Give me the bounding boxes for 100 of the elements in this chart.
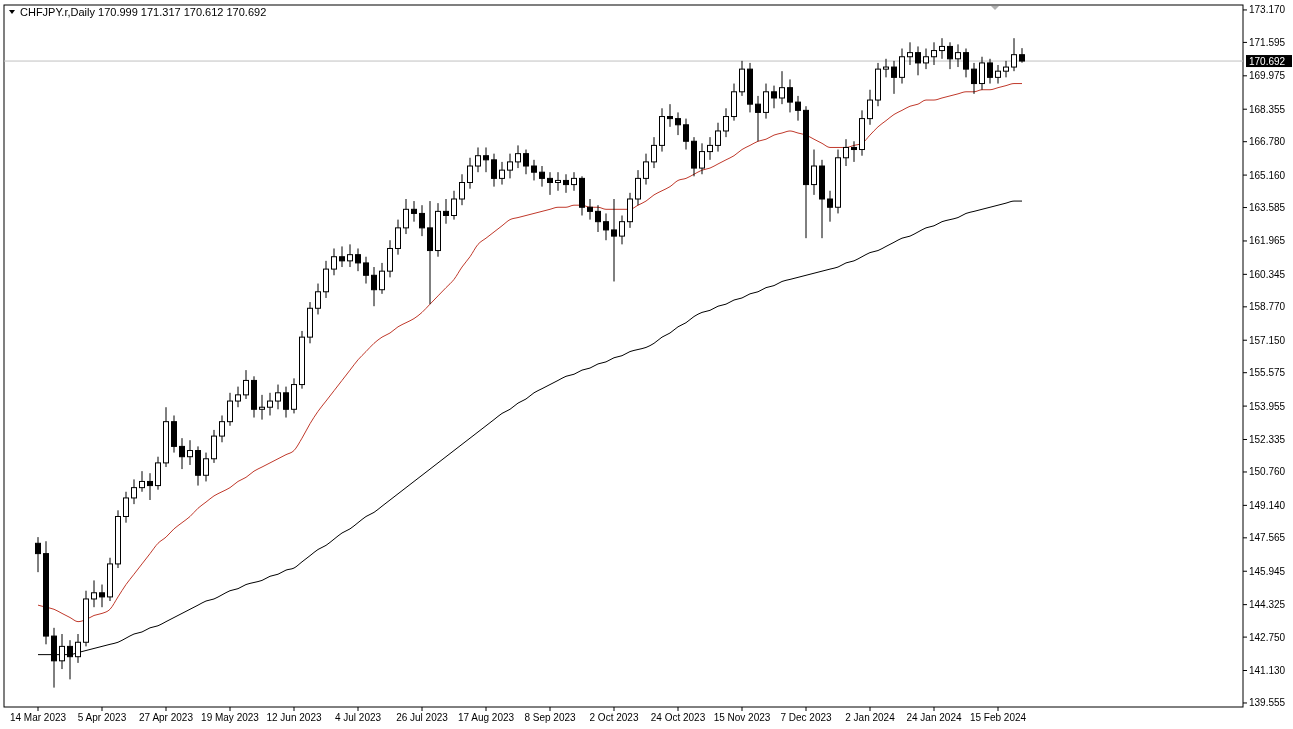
- candlestick: [323, 260, 329, 299]
- x-tick-label: 8 Sep 2023: [524, 712, 577, 723]
- y-tick-label: 153.955: [1249, 400, 1286, 412]
- candlestick: [899, 48, 905, 85]
- candlestick: [571, 171, 577, 192]
- y-tick-label: 165.160: [1249, 169, 1286, 181]
- candlestick: [635, 169, 641, 206]
- candlestick: [155, 456, 161, 491]
- y-tick-label: 139.555: [1249, 697, 1286, 709]
- candlestick: [187, 439, 193, 466]
- candlestick: [243, 369, 249, 400]
- candlestick: [979, 56, 985, 91]
- candlestick: [515, 144, 521, 169]
- y-tick-label: 145.945: [1249, 565, 1286, 577]
- candlestick: [971, 62, 977, 95]
- candlestick: [619, 215, 625, 245]
- candlestick: [131, 478, 137, 505]
- y-tick-label: 161.965: [1249, 235, 1286, 247]
- y-tick-label: 173.170: [1249, 4, 1286, 16]
- x-tick-label: 15 Nov 2023: [713, 712, 771, 723]
- candlestick: [371, 266, 377, 307]
- candlestick: [915, 45, 921, 76]
- candlestick: [883, 58, 889, 78]
- candlestick: [739, 60, 745, 97]
- candlestick: [379, 262, 385, 295]
- candlestick: [939, 37, 945, 60]
- x-tick-label: 12 Jun 2023: [266, 712, 322, 723]
- candlestick: [99, 584, 105, 608]
- x-tick-label: 24 Oct 2023: [650, 712, 706, 723]
- x-tick-label: 24 Jan 2024: [906, 712, 962, 723]
- candlestick: [491, 153, 497, 188]
- candlestick: [179, 437, 185, 470]
- candlestick: [683, 118, 689, 151]
- candlestick: [475, 146, 481, 173]
- candlestick: [723, 107, 729, 138]
- candlestick: [531, 159, 537, 181]
- candlestick: [699, 142, 705, 175]
- ref-line-label: 170.692: [1249, 55, 1286, 67]
- candlestick: [363, 256, 369, 285]
- y-tick-label: 152.335: [1249, 434, 1286, 445]
- candlestick: [139, 470, 145, 493]
- candlestick: [827, 190, 833, 223]
- candlestick: [651, 136, 657, 169]
- candlestick: [643, 153, 649, 186]
- candlestick: [771, 85, 777, 109]
- candlestick: [283, 386, 289, 419]
- candlestick: [907, 41, 913, 66]
- candlestick: [1011, 37, 1017, 72]
- candlestick: [555, 171, 561, 192]
- candlestick: [675, 111, 681, 136]
- x-tick-label: 4 Jul 2023: [334, 712, 382, 723]
- candlestick: [339, 245, 345, 268]
- candlestick: [547, 171, 553, 196]
- candlestick: [507, 153, 513, 179]
- candlestick: [403, 198, 409, 235]
- y-tick-label: 155.575: [1249, 367, 1286, 379]
- y-tick-label: 168.355: [1249, 103, 1286, 115]
- candlestick: [395, 219, 401, 256]
- candlestick: [427, 200, 433, 305]
- candlestick: [843, 138, 849, 167]
- y-tick-label: 149.140: [1249, 499, 1286, 511]
- candlestick: [755, 95, 761, 142]
- candlestick: [411, 200, 417, 223]
- candlestick: [259, 394, 265, 421]
- candlestick: [955, 43, 961, 68]
- candlestick: [91, 579, 97, 608]
- x-tick-label: 2 Oct 2023: [589, 712, 639, 723]
- candlestick: [451, 190, 457, 221]
- candlestick: [995, 64, 1001, 85]
- candlestick: [219, 414, 225, 443]
- candlestick: [347, 243, 353, 268]
- x-tick-label: 14 Mar 2023: [9, 712, 67, 723]
- candlestick: [763, 83, 769, 120]
- candlestick: [211, 429, 217, 464]
- candlestick: [539, 165, 545, 188]
- x-tick-label: 2 Jan 2024: [845, 712, 896, 723]
- candlestick: [315, 283, 321, 315]
- candlestick: [227, 392, 233, 427]
- y-tick-label: 142.750: [1249, 631, 1286, 643]
- candlestick: [387, 239, 393, 278]
- candlestick: [787, 78, 793, 113]
- candlestick: [987, 58, 993, 85]
- y-tick-label: 160.345: [1249, 268, 1286, 280]
- candlestick: [467, 157, 473, 190]
- candlestick: [563, 173, 569, 194]
- candlestick: [523, 149, 529, 175]
- y-tick-label: 157.150: [1249, 334, 1286, 346]
- candlestick: [963, 48, 969, 78]
- candlestick: [667, 103, 673, 128]
- candlestick: [267, 392, 273, 416]
- candlestick: [35, 536, 41, 573]
- y-tick-label: 147.565: [1249, 532, 1286, 544]
- candlestick: [1003, 60, 1009, 78]
- candlestick: [947, 41, 953, 70]
- candlestick: [459, 173, 465, 206]
- candlestick: [235, 386, 241, 408]
- candlestick: [867, 89, 873, 126]
- candlestick: [499, 161, 505, 186]
- candlestick: [419, 204, 425, 237]
- candlestick: [203, 452, 209, 482]
